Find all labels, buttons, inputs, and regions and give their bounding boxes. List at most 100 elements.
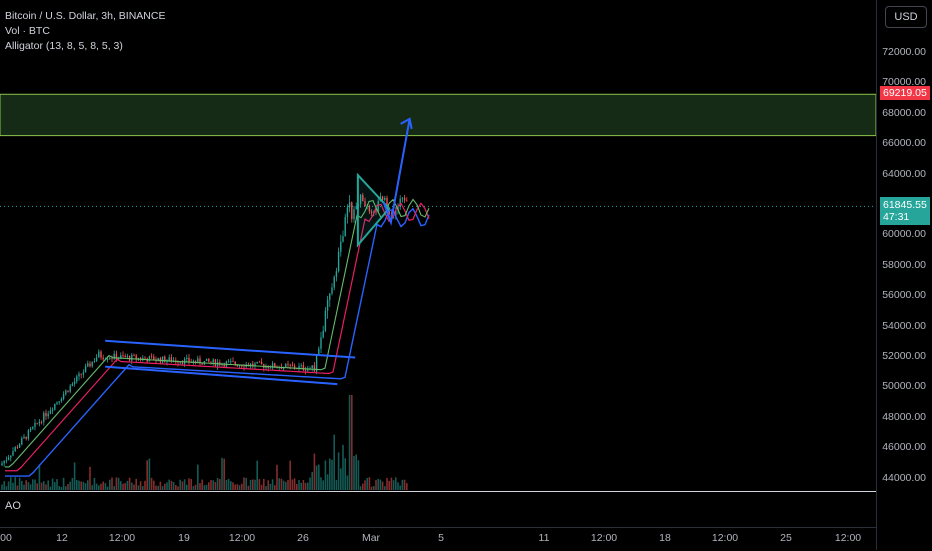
time-tick-label: 12:00 — [590, 532, 618, 544]
volume-bar — [192, 486, 195, 490]
currency-button[interactable]: USD — [885, 6, 927, 28]
volume-bar — [298, 480, 300, 490]
volume-bar — [205, 484, 208, 490]
volume-bar — [340, 468, 342, 490]
time-tick-label: 12:00 — [108, 532, 136, 544]
candle-body — [82, 372, 85, 375]
volume-bar — [78, 480, 80, 490]
candle-body — [238, 365, 241, 367]
volume-bar — [208, 482, 210, 490]
volume-bar — [109, 479, 111, 490]
time-tick-label: 00 — [0, 532, 12, 544]
candle-body — [260, 361, 263, 365]
candle-body — [102, 357, 104, 360]
price-axis[interactable]: USD 72000.00 70000.00 68000.00 66000.00 6400… — [876, 0, 932, 550]
volume-bar — [320, 477, 322, 490]
candle-body — [155, 360, 157, 362]
volume-bar — [1, 484, 3, 490]
candle-body — [315, 355, 318, 372]
main-chart-pane[interactable]: Bitcoin / U.S. Dollar, 3h, BINANCE Vol ·… — [0, 0, 876, 490]
candle-body — [241, 365, 243, 367]
candle-body — [188, 357, 190, 362]
volume-bar — [137, 485, 140, 490]
symbol-title[interactable]: Bitcoin / U.S. Dollar, 3h, BINANCE — [5, 10, 166, 22]
time-axis[interactable]: 00 12 12:00 19 12:00 26 Mar 5 11 12:00 18 12:00 25 12… — [0, 527, 876, 551]
volume-bar — [157, 485, 159, 490]
volume-bar — [247, 485, 250, 490]
volume-bar — [34, 479, 36, 490]
volume-bar — [111, 477, 113, 490]
candle-body — [135, 355, 137, 360]
volume-bar — [238, 485, 241, 490]
volume-bar — [203, 485, 206, 490]
volume-bar — [267, 480, 269, 490]
bar-countdown: 47:31 — [883, 211, 910, 224]
candle-body — [54, 403, 56, 410]
candle-body — [126, 355, 129, 358]
candle-body — [368, 205, 371, 212]
volume-bar — [254, 479, 256, 490]
price-tick-label: 44000.00 — [882, 471, 926, 484]
candle-body — [364, 201, 366, 207]
volume-bar — [287, 480, 289, 490]
candle-body — [285, 363, 287, 368]
candle-body — [395, 210, 397, 218]
volume-bar — [80, 481, 82, 490]
volume-indicator-label[interactable]: Vol · BTC — [5, 25, 50, 37]
volume-bar — [87, 480, 89, 490]
ao-label[interactable]: AO — [5, 500, 21, 512]
price-chart-canvas[interactable] — [0, 0, 876, 490]
volume-bar — [73, 462, 76, 490]
time-tick-label: 18 — [659, 532, 671, 544]
candle-body — [342, 236, 344, 242]
volume-bar — [179, 479, 181, 490]
volume-bar — [291, 479, 294, 490]
volume-bar — [117, 477, 120, 490]
candle-body — [168, 357, 170, 361]
candle-body — [291, 365, 294, 367]
candle-body — [348, 202, 351, 208]
volume-bar — [60, 486, 63, 490]
candle-body — [65, 390, 67, 395]
volume-bar — [256, 460, 258, 490]
candle-body — [56, 402, 58, 404]
volume-bar — [45, 484, 47, 490]
ao-indicator-pane[interactable]: AO — [0, 491, 876, 528]
volume-bar — [333, 434, 335, 490]
volume-bar — [390, 477, 393, 490]
volume-bar — [355, 454, 357, 490]
candle-body — [10, 455, 12, 458]
candle-body — [137, 357, 140, 360]
volume-bar — [342, 444, 344, 490]
volume-bar — [148, 458, 151, 490]
alligator-indicator-label[interactable]: Alligator (13, 8, 5, 8, 5, 3) — [5, 40, 123, 52]
candle-body — [106, 358, 109, 360]
volume-bar — [32, 479, 34, 490]
volume-bar — [274, 485, 276, 490]
candle-body — [311, 365, 313, 369]
candle-body — [287, 363, 289, 365]
candle-body — [355, 206, 357, 210]
volume-bar — [18, 477, 21, 490]
candle-body — [148, 356, 151, 362]
volume-bar — [386, 477, 388, 490]
candle-body — [29, 428, 32, 431]
price-tick-label: 48000.00 — [882, 410, 926, 423]
volume-bar — [126, 480, 129, 490]
volume-bar — [276, 464, 278, 490]
volume-bar — [38, 464, 41, 490]
candle-body — [177, 362, 179, 364]
candle-body — [25, 436, 27, 439]
volume-bar — [12, 482, 14, 490]
volume-bar — [65, 486, 67, 490]
candle-body — [256, 361, 258, 364]
volume-bar — [368, 477, 371, 490]
candle-body — [232, 361, 234, 363]
volume-bar — [326, 474, 329, 490]
candle-body — [38, 421, 41, 424]
volume-bar — [159, 481, 162, 490]
candle-body — [252, 363, 254, 366]
volume-bar — [293, 478, 296, 490]
volume-bar — [168, 479, 170, 490]
candle-body — [3, 460, 5, 464]
